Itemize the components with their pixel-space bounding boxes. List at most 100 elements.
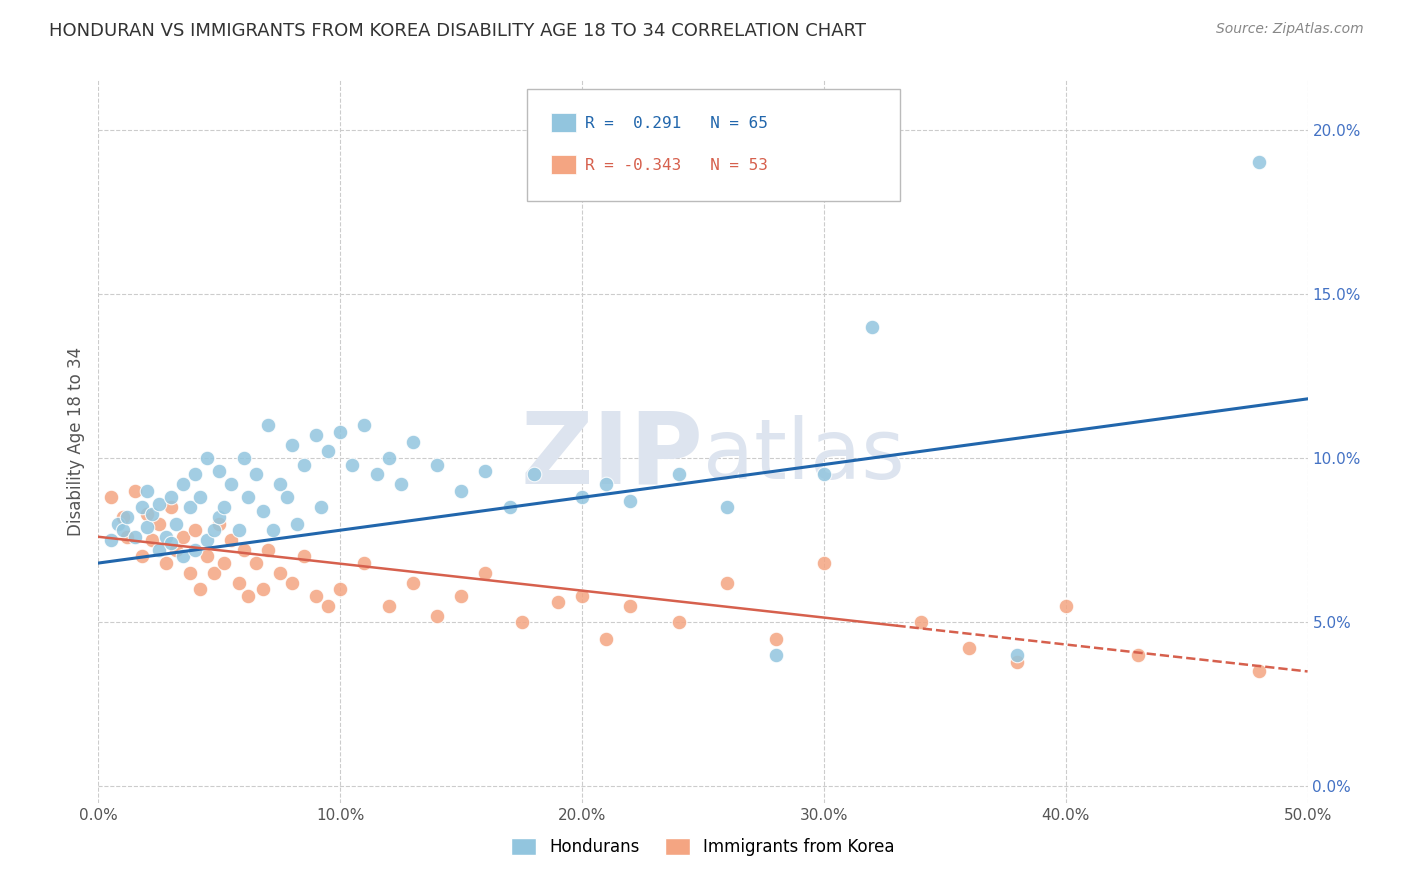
Point [252,582,274,597]
Point [212,556,235,570]
Point [342,458,364,472]
Point [292,549,315,564]
Point [668,615,690,630]
Point [148,542,170,557]
Point [547,595,569,609]
Point [245,556,267,570]
Point [117,530,139,544]
Point [135,483,157,498]
Point [281,438,304,452]
Point [124,483,146,498]
Point [716,500,738,515]
Point [329,582,352,597]
Point [309,500,332,515]
Point [765,648,787,662]
Point [238,589,260,603]
Point [252,503,274,517]
Point [571,491,593,505]
Point [107,516,129,531]
Text: HONDURAN VS IMMIGRANTS FROM KOREA DISABILITY AGE 18 TO 34 CORRELATION CHART: HONDURAN VS IMMIGRANTS FROM KOREA DISABI… [49,22,866,40]
Point [1007,648,1029,662]
Point [366,467,388,482]
Point [141,507,163,521]
Point [141,533,163,547]
Point [212,500,235,515]
Point [228,575,250,590]
Point [160,491,183,505]
Point [204,566,226,580]
Point [474,566,496,580]
Point [179,500,201,515]
Point [165,516,187,531]
Point [389,477,412,491]
Point [305,589,328,603]
Text: R = -0.343   N = 53: R = -0.343 N = 53 [585,158,768,173]
Point [155,556,177,570]
Point [619,599,641,613]
Point [221,533,243,547]
Point [155,530,177,544]
Text: atlas: atlas [703,416,904,497]
Point [276,491,298,505]
Text: R =  0.291   N = 65: R = 0.291 N = 65 [585,116,768,131]
Point [208,510,231,524]
Point [450,589,472,603]
Point [256,418,278,433]
Legend: Hondurans, Immigrants from Korea: Hondurans, Immigrants from Korea [512,838,894,856]
Point [353,418,375,433]
Point [910,615,932,630]
Point [285,516,308,531]
Text: Source: ZipAtlas.com: Source: ZipAtlas.com [1216,22,1364,37]
Point [292,458,315,472]
Point [184,542,207,557]
Point [245,467,267,482]
Point [1054,599,1077,613]
Point [208,516,231,531]
Point [813,556,835,570]
Point [124,530,146,544]
Point [1128,648,1150,662]
Point [131,549,153,564]
Point [269,566,291,580]
Point [208,464,231,478]
Point [204,523,226,537]
Point [256,542,278,557]
Point [426,458,449,472]
Point [148,516,170,531]
Point [179,566,201,580]
Point [160,500,183,515]
Point [305,428,328,442]
Point [619,493,641,508]
Point [402,434,425,449]
Point [329,425,352,439]
Point [184,523,207,537]
Point [813,467,835,482]
Point [262,523,284,537]
Point [195,450,218,465]
Point [1249,155,1271,169]
Point [172,530,194,544]
Point [402,575,425,590]
Point [474,464,496,478]
Point [111,523,134,537]
Point [716,575,738,590]
Point [172,477,194,491]
Point [269,477,291,491]
Point [316,444,339,458]
Point [510,615,533,630]
Point [377,599,399,613]
Point [668,467,690,482]
Point [188,491,211,505]
Point [184,467,207,482]
Text: ZIP: ZIP [520,408,703,505]
Point [595,477,617,491]
Point [571,589,593,603]
Point [281,575,304,590]
Point [450,483,472,498]
Point [228,523,250,537]
Point [111,510,134,524]
Point [172,549,194,564]
Point [860,319,883,334]
Point [377,450,399,465]
Point [195,533,218,547]
